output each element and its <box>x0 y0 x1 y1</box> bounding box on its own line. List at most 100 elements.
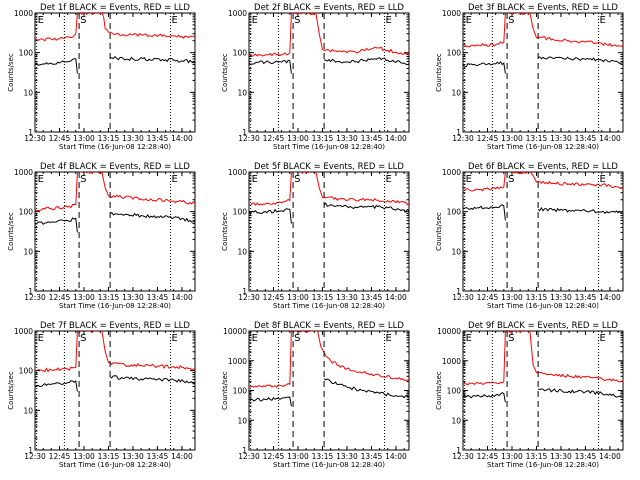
x-tick-label: 13:45 <box>575 134 597 143</box>
x-tick-label: 13:00 <box>73 293 95 302</box>
plot-frame <box>34 330 196 451</box>
x-tick-label: 13:15 <box>312 452 334 461</box>
x-tick-label: 13:45 <box>361 452 383 461</box>
events-series-line <box>109 55 195 64</box>
interval-marker-label: E <box>386 15 392 26</box>
events-series-line <box>109 211 195 223</box>
interval-marker-label: S <box>294 333 300 344</box>
y-axis-label: Counts/sec <box>435 53 443 92</box>
events-series-line <box>324 56 409 66</box>
interval-marker-label: E <box>466 174 472 185</box>
x-tick-label: 13:45 <box>147 134 169 143</box>
lld-series-line <box>463 331 623 386</box>
x-tick-label: 13:30 <box>336 134 358 143</box>
panel-det-4: Det 4f BLACK = Events, RED = LLD 12:30 12:… <box>7 162 196 310</box>
x-tick-label: 13:15 <box>98 293 120 302</box>
y-axis-label: Counts/sec <box>221 53 229 92</box>
y-tick-label: 10 <box>237 88 247 97</box>
x-axis-label: Start Time (16-Jun-08 12:28:40) <box>273 461 385 469</box>
y-tick-label: 1000 <box>442 168 461 177</box>
panel-det-7: Det 7f BLACK = Events, RED = LLD 12:30 12:… <box>7 321 196 469</box>
y-tick-label: 1 <box>242 128 247 137</box>
lld-series-line <box>249 13 409 57</box>
x-tick-label: 13:00 <box>73 134 95 143</box>
panel-title: Det 3f BLACK = Events, RED = LLD <box>468 3 618 13</box>
lld-series-line <box>35 172 195 212</box>
x-tick-label: 14:00 <box>171 134 193 143</box>
x-axis-label: Start Time (16-Jun-08 12:28:40) <box>273 302 385 310</box>
plot-frame <box>248 12 410 133</box>
x-tick-label: 13:00 <box>501 293 523 302</box>
y-tick-label: 1 <box>242 287 247 296</box>
x-tick-label: 13:15 <box>98 134 120 143</box>
y-tick-label: 1 <box>242 446 247 455</box>
y-axis-label: Counts/sec <box>7 212 15 251</box>
panel-det-9: Det 9f BLACK = Events, RED = LLD 12:30 12:… <box>435 321 624 469</box>
x-tick-label: 13:15 <box>98 452 120 461</box>
events-series-line <box>109 375 195 385</box>
y-tick-label: 100 <box>233 49 248 58</box>
y-tick-label: 10 <box>451 416 461 425</box>
x-tick-label: 13:45 <box>361 134 383 143</box>
events-series-line <box>323 378 409 399</box>
y-axis-label: Counts/sec <box>435 212 443 251</box>
interval-marker-label: S <box>508 15 514 26</box>
interval-marker-label: S <box>294 15 300 26</box>
interval-marker-label: E <box>466 15 472 26</box>
interval-marker-label: S <box>508 174 514 185</box>
x-tick-label: 13:30 <box>550 134 572 143</box>
y-tick-label: 1 <box>456 128 461 137</box>
interval-marker-label: E <box>38 174 44 185</box>
x-tick-label: 13:00 <box>73 452 95 461</box>
x-axis-label: Start Time (16-Jun-08 12:28:40) <box>59 461 171 469</box>
panel-title: Det 7f BLACK = Events, RED = LLD <box>40 321 190 331</box>
panel-det-1: Det 1f BLACK = Events, RED = LLD 12:30 12:… <box>7 3 196 151</box>
x-tick-label: 13:15 <box>312 293 334 302</box>
x-tick-label: 13:45 <box>361 293 383 302</box>
y-tick-label: 10000 <box>437 327 461 336</box>
x-tick-label: 14:00 <box>385 134 407 143</box>
x-tick-label: 12:45 <box>263 293 285 302</box>
x-axis-label: Start Time (16-Jun-08 12:28:40) <box>273 143 385 151</box>
interval-marker-label: E <box>172 15 178 26</box>
x-axis-label: Start Time (16-Jun-08 12:28:40) <box>59 143 171 151</box>
x-tick-label: 12:30 <box>238 293 260 302</box>
x-tick-label: 13:30 <box>336 293 358 302</box>
plot-frame <box>248 330 410 451</box>
y-tick-label: 1000 <box>442 9 461 18</box>
interval-marker-label: E <box>38 15 44 26</box>
plot-frame <box>462 171 624 292</box>
x-tick-label: 14:00 <box>385 293 407 302</box>
panel-title: Det 5f BLACK = Events, RED = LLD <box>254 162 404 172</box>
lld-series-line <box>249 172 409 207</box>
plot-frame <box>248 171 410 292</box>
interval-marker-label: S <box>80 174 86 185</box>
x-tick-label: 14:00 <box>171 452 193 461</box>
events-series-line <box>35 380 78 392</box>
interval-marker-label: S <box>80 333 86 344</box>
y-tick-label: 10 <box>237 247 247 256</box>
x-tick-label: 13:30 <box>122 293 144 302</box>
interval-marker-label: E <box>172 333 178 344</box>
x-tick-label: 12:45 <box>49 134 71 143</box>
plot-frame <box>34 171 196 292</box>
y-tick-label: 1 <box>456 446 461 455</box>
y-tick-label: 1000 <box>14 327 33 336</box>
interval-marker-label: S <box>508 333 514 344</box>
y-tick-label: 10 <box>23 406 33 415</box>
plot-frame <box>34 12 196 133</box>
interval-marker-label: E <box>600 333 606 344</box>
panel-title: Det 1f BLACK = Events, RED = LLD <box>40 3 190 13</box>
interval-marker-label: E <box>466 333 472 344</box>
x-tick-label: 14:00 <box>599 293 621 302</box>
interval-marker-label: E <box>386 333 392 344</box>
interval-marker-label: S <box>80 15 86 26</box>
panel-det-3: Det 3f BLACK = Events, RED = LLD 12:30 12:… <box>435 3 624 151</box>
y-tick-label: 1000 <box>228 9 247 18</box>
events-series-line <box>323 202 409 213</box>
y-tick-label: 10 <box>23 88 33 97</box>
panel-title: Det 6f BLACK = Events, RED = LLD <box>468 162 618 172</box>
events-series-line <box>35 217 78 233</box>
y-axis-label: Counts/sec <box>7 53 15 92</box>
